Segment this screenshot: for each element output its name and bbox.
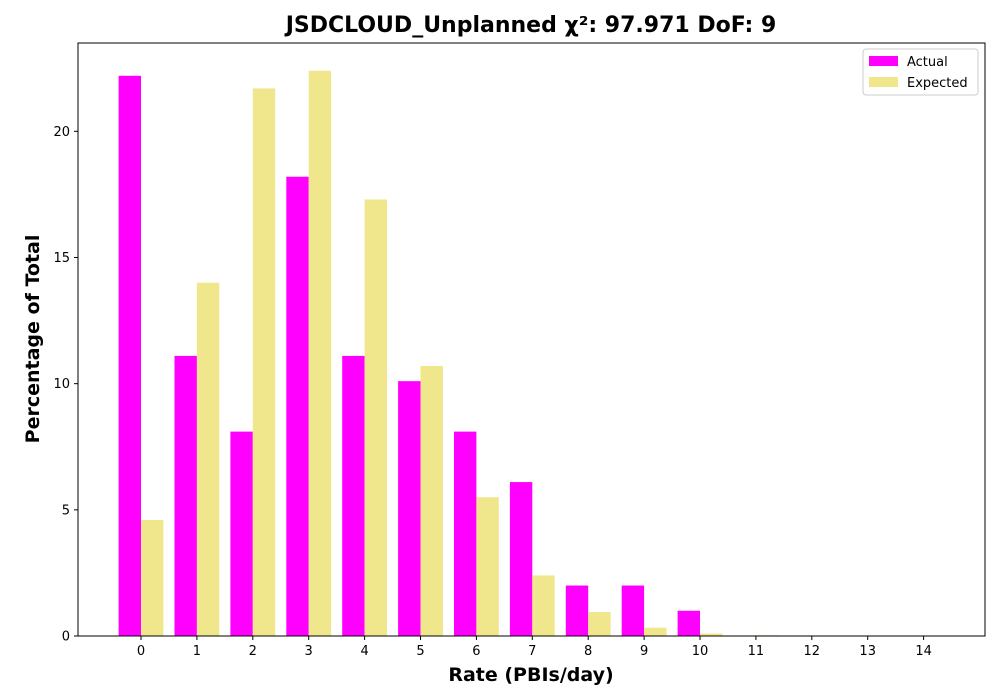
bar-actual-5: [398, 381, 420, 636]
bar-expected-4: [365, 199, 387, 636]
x-tick-label-2: 2: [249, 644, 257, 659]
bar-actual-10: [678, 611, 700, 636]
x-tick-label-1: 1: [193, 644, 201, 659]
y-tick-label-15: 15: [53, 251, 70, 266]
bar-expected-9: [644, 628, 666, 636]
plot-area: [119, 71, 835, 636]
x-tick-label-13: 13: [859, 644, 876, 659]
x-tick-label-12: 12: [804, 644, 821, 659]
x-tick-label-6: 6: [472, 644, 480, 659]
bar-expected-0: [141, 520, 163, 636]
bar-expected-2: [253, 88, 275, 636]
x-tick-label-11: 11: [748, 644, 765, 659]
x-tick-label-8: 8: [584, 644, 592, 659]
bar-actual-3: [286, 177, 308, 636]
legend-swatch-expected: [869, 77, 898, 87]
bar-expected-8: [588, 612, 610, 636]
bar-actual-9: [622, 586, 644, 636]
x-tick-label-3: 3: [305, 644, 313, 659]
bar-expected-6: [476, 497, 498, 636]
x-axis: 0 1 2 3 4 5 6 7 8 9 10 11 12 13 14: [137, 636, 932, 659]
x-tick-label-14: 14: [915, 644, 932, 659]
x-tick-label-5: 5: [416, 644, 424, 659]
x-tick-label-10: 10: [692, 644, 709, 659]
y-tick-label-20: 20: [53, 125, 70, 140]
bar-expected-5: [421, 366, 443, 636]
legend-label-expected: Expected: [907, 76, 968, 91]
y-axis-label: Percentage of Total: [22, 235, 44, 444]
legend-swatch-actual: [869, 56, 898, 66]
bar-actual-4: [342, 356, 364, 636]
bar-actual-2: [230, 432, 252, 636]
legend: Actual Expected: [863, 49, 978, 95]
x-tick-label-0: 0: [137, 644, 145, 659]
bar-expected-3: [309, 71, 331, 636]
x-tick-label-7: 7: [528, 644, 536, 659]
bar-actual-6: [454, 432, 476, 636]
bar-expected-7: [532, 575, 554, 636]
bar-expected-1: [197, 283, 219, 636]
y-tick-label-10: 10: [53, 377, 70, 392]
legend-label-actual: Actual: [907, 55, 948, 70]
bar-actual-7: [510, 482, 532, 636]
bar-actual-0: [119, 76, 141, 636]
bar-actual-8: [566, 586, 588, 636]
bar-actual-1: [175, 356, 197, 636]
chart-title: JSDCLOUD_Unplanned χ²: 97.971 DoF: 9: [284, 13, 777, 38]
x-tick-label-9: 9: [640, 644, 648, 659]
x-tick-label-4: 4: [360, 644, 368, 659]
y-axis: 0 5 10 15 20: [53, 125, 78, 645]
y-tick-label-5: 5: [62, 503, 70, 518]
x-axis-label: Rate (PBIs/day): [448, 664, 613, 686]
y-tick-label-0: 0: [62, 630, 70, 645]
